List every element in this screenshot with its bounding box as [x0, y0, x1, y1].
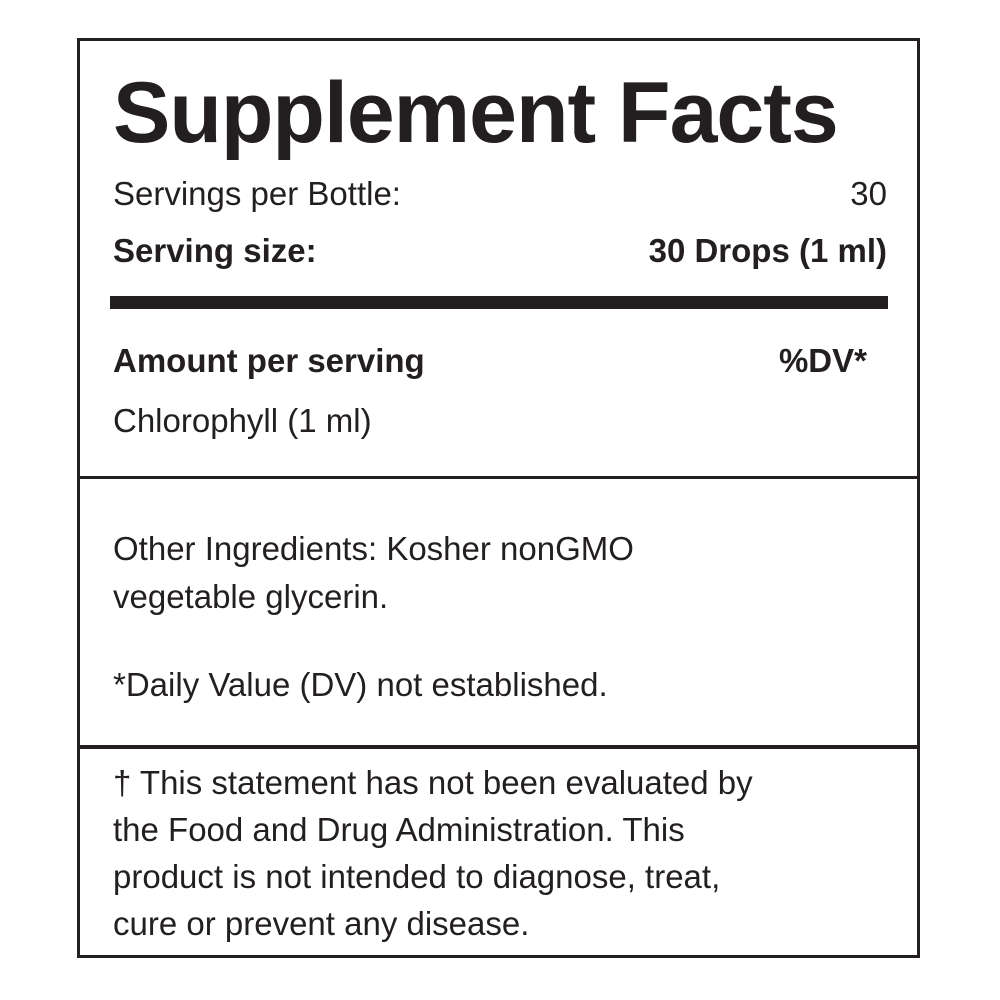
serving-size-label: Serving size:: [113, 232, 317, 269]
dv-note: *Daily Value (DV) not established.: [113, 666, 608, 703]
servings-label: Servings per Bottle:: [113, 175, 401, 212]
ingredient-row: Chlorophyll (1 ml): [113, 402, 372, 439]
serving-size-value: 30 Drops (1 ml): [648, 232, 887, 269]
servings-value: 30: [850, 175, 887, 212]
other-ingredients-line: vegetable glycerin.: [113, 578, 389, 615]
amount-per-serving-header: Amount per serving: [113, 342, 425, 379]
divider: [77, 745, 920, 749]
panel-title: Supplement Facts: [113, 65, 839, 161]
dv-header: %DV*: [778, 342, 867, 379]
thick-divider: [110, 296, 888, 309]
disclaimer-line: † This statement has not been evaluated …: [113, 764, 753, 801]
disclaimer-line: cure or prevent any disease.: [113, 905, 530, 942]
other-ingredients-line: Other Ingredients: Kosher nonGMO: [113, 530, 634, 567]
disclaimer-line: product is not intended to diagnose, tre…: [113, 858, 721, 895]
divider: [77, 476, 920, 479]
supplement-facts-panel: [77, 38, 920, 958]
disclaimer-line: the Food and Drug Administration. This: [113, 811, 685, 848]
